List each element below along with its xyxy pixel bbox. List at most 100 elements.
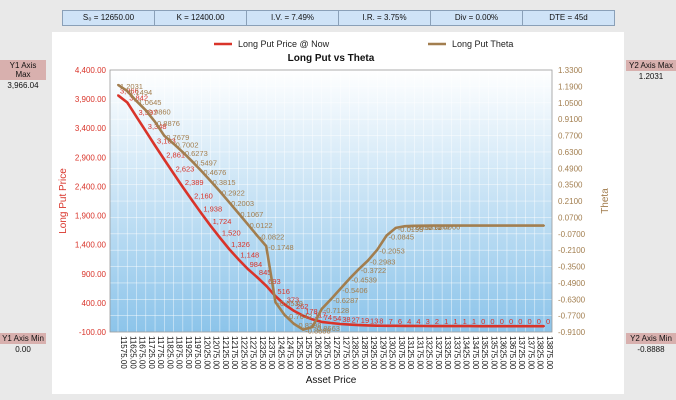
- data-label-1: -0.0193: [398, 225, 423, 234]
- data-label-0: 54: [333, 314, 341, 323]
- data-point-0: [154, 144, 157, 147]
- y1-axis-min-value[interactable]: 0.00: [0, 344, 46, 355]
- plot-border: [109, 69, 553, 333]
- data-point-1: [181, 151, 184, 154]
- data-label-0: 3,966: [120, 86, 139, 95]
- y2-tick-label: -0.3500: [558, 263, 586, 272]
- y1-tick-label: 1,900.00: [75, 212, 107, 221]
- data-point-0: [422, 325, 425, 328]
- y1-tick-label: 2,400.00: [75, 182, 107, 191]
- x-tick-label: 12825.00: [351, 336, 360, 370]
- data-label-0: 2,623: [176, 164, 195, 173]
- data-label-0: 1: [444, 317, 448, 326]
- data-point-0: [283, 303, 286, 306]
- data-label-1: -0.0052: [407, 223, 432, 232]
- data-label-0: 845: [259, 268, 272, 277]
- data-label-0: 2: [435, 317, 439, 326]
- data-point-0: [376, 324, 379, 327]
- x-tick-label: 12175.00: [230, 336, 239, 370]
- data-point-1: [255, 234, 258, 237]
- y1-axis-max-value[interactable]: 3,966.04: [0, 80, 46, 91]
- y2-tick-label: -0.2100: [558, 246, 586, 255]
- data-point-1: [172, 142, 175, 145]
- data-point-0: [524, 325, 527, 328]
- y1-tick-label: 400.00: [82, 299, 107, 308]
- x-tick-label: 12325.00: [258, 336, 267, 370]
- data-point-1: [367, 259, 370, 262]
- data-point-0: [431, 325, 434, 328]
- data-label-0: 373: [287, 295, 300, 304]
- data-point-0: [218, 236, 221, 239]
- data-point-0: [126, 101, 129, 104]
- data-label-1: -0.2983: [370, 258, 395, 267]
- data-point-0: [404, 324, 407, 327]
- data-label-0: 1,724: [213, 217, 232, 226]
- y2-axis-max-value[interactable]: 1.2031: [626, 71, 676, 82]
- x-tick-label: 12575.00: [304, 336, 313, 370]
- y1-tick-label: 3,400.00: [75, 124, 107, 133]
- x-tick-label: 13825.00: [536, 336, 545, 370]
- data-point-0: [441, 325, 444, 328]
- data-label-1: -0.8663: [314, 324, 339, 333]
- x-tick-label: 11825.00: [165, 336, 174, 369]
- x-tick-label: 11725.00: [147, 336, 156, 369]
- param-cell: I.R. = 3.75%: [339, 11, 431, 25]
- x-tick-label: 13275.00: [434, 336, 443, 370]
- x-tick-label: 13775.00: [526, 336, 535, 370]
- data-point-0: [487, 325, 490, 328]
- data-label-0: 0: [546, 317, 550, 326]
- data-point-0: [478, 325, 481, 328]
- legend-entry-1: Long Put Theta: [452, 39, 513, 49]
- y2-axis-label: Theta: [600, 188, 611, 214]
- data-point-1: [191, 160, 194, 163]
- x-axis: 11575.00 11625.00 11675.00 11725.00 11775.00…: [119, 336, 554, 370]
- param-cell: Div = 0.00%: [431, 11, 523, 25]
- y1-tick-label: 2,900.00: [75, 153, 107, 162]
- data-point-1: [385, 234, 388, 237]
- data-label-1: 0.7002: [176, 141, 199, 150]
- x-tick-label: 12475.00: [286, 336, 295, 370]
- y2-tick-label: 0.7700: [558, 132, 583, 141]
- data-point-0: [339, 322, 342, 325]
- x-tick-label: 13225.00: [425, 336, 434, 370]
- param-cell: DTE = 45d: [549, 13, 588, 22]
- y1-axis-min-label: Y1 Axis Min: [0, 333, 46, 344]
- y1-axis: -100.00 400.00 900.00 1,400.00 1,900.00 2,400…: [75, 66, 107, 337]
- x-tick-label: 12775.00: [341, 336, 350, 370]
- data-label-0: 117: [314, 310, 326, 319]
- data-point-0: [505, 325, 508, 328]
- y2-tick-label: 0.0700: [558, 213, 583, 222]
- data-label-0: 0: [518, 317, 522, 326]
- param-cell: S₀ = 12650.00: [63, 11, 155, 25]
- x-axis-label: Asset Price: [306, 375, 357, 386]
- y2-axis-max-label: Y2 Axis Max: [626, 60, 676, 71]
- data-label-1: 0.1067: [240, 210, 263, 219]
- data-label-0: 1,148: [240, 250, 259, 259]
- data-label-0: 0: [537, 317, 541, 326]
- data-point-1: [450, 224, 453, 227]
- data-label-0: 0: [481, 317, 485, 326]
- x-tick-label: 12625.00: [313, 336, 322, 370]
- y2-axis-min-box: Y2 Axis Min -0.8888: [626, 333, 676, 355]
- y2-axis: -0.9100 -0.7700 -0.6300 -0.4900 -0.3500 -0.21…: [558, 66, 586, 337]
- data-label-0: 2,861: [166, 151, 185, 160]
- x-tick-label: 11675.00: [138, 336, 147, 369]
- data-point-1: [302, 328, 305, 331]
- data-label-1: 0.6273: [185, 149, 208, 158]
- data-label-0: 6: [398, 317, 402, 326]
- x-tick-label: 13175.00: [415, 336, 424, 370]
- data-label-1: -0.6539: [277, 299, 302, 308]
- data-point-1: [487, 224, 490, 227]
- data-point-0: [515, 325, 518, 328]
- y2-tick-label: 0.9100: [558, 115, 583, 124]
- data-label-1: 0.9860: [148, 107, 171, 116]
- x-tick-label: 13325.00: [443, 336, 452, 370]
- y1-tick-label: -100.00: [79, 328, 107, 337]
- x-tick-label: 13525.00: [480, 336, 489, 370]
- y2-axis-min-value[interactable]: -0.8888: [626, 344, 676, 355]
- data-point-0: [181, 186, 184, 189]
- data-label-0: 0: [509, 317, 513, 326]
- y2-tick-label: 0.6300: [558, 148, 583, 157]
- data-label-1: -0.7128: [324, 306, 349, 315]
- x-tick-label: 11575.00: [119, 336, 128, 369]
